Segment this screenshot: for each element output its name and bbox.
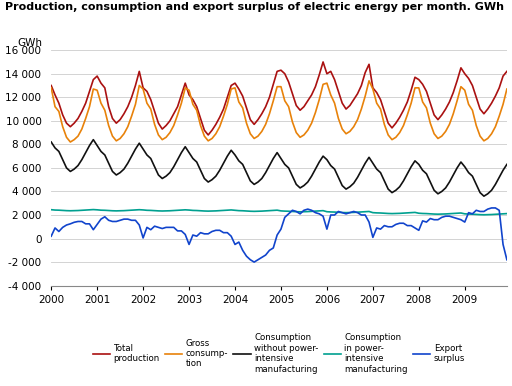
Line: Consumption
without power-
intensive
manufacturing: Consumption without power- intensive man… — [51, 140, 507, 196]
Consumption
without power-
intensive
manufacturing — [48, 140, 54, 144]
Export
surplus — [305, 207, 311, 212]
Consumption
without power-
intensive
manufacturing — [305, 180, 311, 185]
Export
surplus — [412, 226, 418, 230]
Consumption
without power-
intensive
manufacturing — [504, 162, 510, 167]
Gross
consump-
tion — [416, 86, 422, 90]
Export
surplus — [504, 257, 510, 262]
Consumption
without power-
intensive
manufacturing — [412, 159, 418, 163]
Line: Total
production: Total production — [51, 62, 507, 135]
Consumption
in power-
intensive
manufacturing — [305, 209, 311, 214]
Consumption
in power-
intensive
manufacturing — [90, 207, 96, 212]
Total
production — [370, 86, 376, 90]
Line: Consumption
in power-
intensive
manufacturing: Consumption in power- intensive manufact… — [51, 210, 507, 215]
Consumption
in power-
intensive
manufacturing — [412, 210, 418, 215]
Total
production — [144, 89, 150, 94]
Line: Export
surplus: Export surplus — [51, 208, 507, 262]
Gross
consump-
tion — [370, 87, 376, 91]
Total
production — [170, 112, 177, 116]
Consumption
without power-
intensive
manufacturing — [175, 157, 181, 162]
Consumption
in power-
intensive
manufacturing — [48, 207, 54, 212]
Gross
consump-
tion — [305, 128, 311, 132]
Gross
consump-
tion — [175, 113, 181, 117]
Consumption
in power-
intensive
manufacturing — [147, 208, 154, 213]
Total
production — [205, 133, 211, 137]
Text: Production, consumption and export surplus of electric energy per month. GWh: Production, consumption and export surpl… — [5, 2, 504, 12]
Export
surplus — [170, 225, 177, 230]
Total
production — [504, 69, 510, 74]
Total
production — [48, 83, 54, 88]
Consumption
without power-
intensive
manufacturing — [90, 137, 96, 142]
Export
surplus — [251, 260, 257, 264]
Total
production — [305, 98, 311, 103]
Export
surplus — [488, 206, 495, 210]
Export
surplus — [144, 225, 150, 230]
Total
production — [320, 60, 326, 64]
Gross
consump-
tion — [67, 140, 73, 144]
Line: Gross
consump-
tion: Gross consump- tion — [51, 81, 507, 142]
Export
surplus — [496, 208, 502, 213]
Total
production — [416, 77, 422, 82]
Total
production — [496, 86, 502, 90]
Consumption
in power-
intensive
manufacturing — [366, 209, 372, 214]
Export
surplus — [48, 234, 54, 239]
Export
surplus — [366, 220, 372, 224]
Legend: Total
production, Gross
consump-
tion, Consumption
without power-
intensive
manu: Total production, Gross consump- tion, C… — [90, 330, 468, 377]
Consumption
without power-
intensive
manufacturing — [481, 194, 487, 198]
Consumption
in power-
intensive
manufacturing — [504, 211, 510, 216]
Gross
consump-
tion — [366, 78, 372, 83]
Gross
consump-
tion — [48, 86, 54, 90]
Consumption
in power-
intensive
manufacturing — [496, 212, 502, 217]
Consumption
without power-
intensive
manufacturing — [496, 175, 502, 179]
Consumption
in power-
intensive
manufacturing — [175, 208, 181, 213]
Text: GWh: GWh — [17, 38, 42, 48]
Consumption
without power-
intensive
manufacturing — [147, 156, 154, 161]
Consumption
in power-
intensive
manufacturing — [481, 212, 487, 217]
Gross
consump-
tion — [147, 107, 154, 111]
Gross
consump-
tion — [496, 114, 502, 119]
Gross
consump-
tion — [504, 87, 510, 91]
Consumption
without power-
intensive
manufacturing — [366, 155, 372, 160]
